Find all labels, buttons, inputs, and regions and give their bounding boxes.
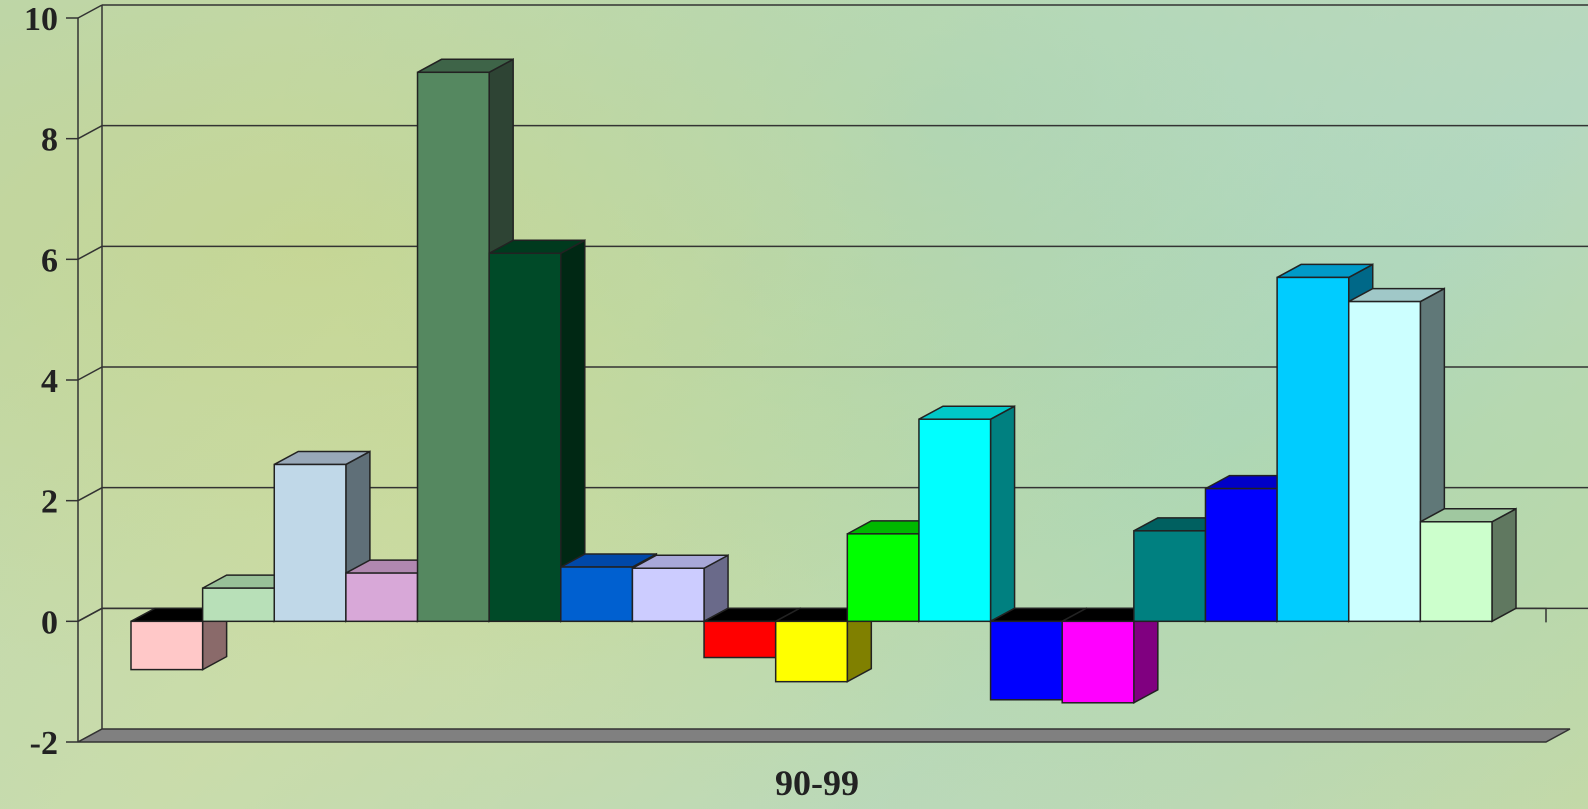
chart-axes: [77, 5, 1571, 743]
bar-front: [488, 252, 562, 623]
bar-front: [1347, 300, 1422, 623]
bar-front: [201, 587, 276, 623]
y-tick-label: 2: [41, 484, 58, 521]
bar: [1419, 507, 1517, 623]
bar-front: [1276, 276, 1350, 623]
gridline-side: [77, 245, 103, 260]
bar: [1061, 607, 1159, 705]
bar: [918, 404, 1016, 623]
y-tick-label: -2: [30, 725, 58, 762]
gridline-side: [77, 4, 103, 19]
bar-front: [1133, 530, 1207, 623]
y-tick-label: 8: [41, 122, 58, 159]
bar-side: [1491, 507, 1517, 623]
bar-front: [345, 572, 419, 623]
bar-front: [703, 620, 777, 659]
bar-front: [273, 463, 347, 623]
y-tick-label: 4: [41, 363, 58, 400]
bar-front: [1204, 487, 1278, 623]
bar-side: [989, 404, 1016, 623]
bar-front: [1061, 620, 1135, 704]
x-category-label: 90-99: [775, 763, 859, 803]
bar-front: [774, 620, 849, 683]
bar: [631, 553, 729, 623]
chart-floor: [77, 728, 1571, 743]
bar-front: [631, 567, 705, 623]
bar-side: [1133, 607, 1159, 705]
gridline-side: [77, 366, 103, 381]
gridline-side: [77, 487, 103, 502]
y-tick-label: 0: [41, 604, 58, 641]
bar-front: [846, 533, 920, 623]
y-tick-label: 10: [24, 1, 58, 38]
bar-front: [560, 566, 634, 623]
y-tick-label: 6: [41, 242, 58, 279]
bar-front: [130, 620, 204, 671]
bar-front: [918, 418, 992, 623]
chart-bars: [130, 58, 1517, 705]
bar-front: [989, 620, 1063, 701]
chart-labels: -2 0 2 4 6 8 10 90-99: [24, 1, 859, 803]
bar-front: [1419, 521, 1493, 623]
gridline-side: [77, 125, 103, 140]
bar: [488, 239, 586, 623]
bar-front: [416, 71, 490, 623]
